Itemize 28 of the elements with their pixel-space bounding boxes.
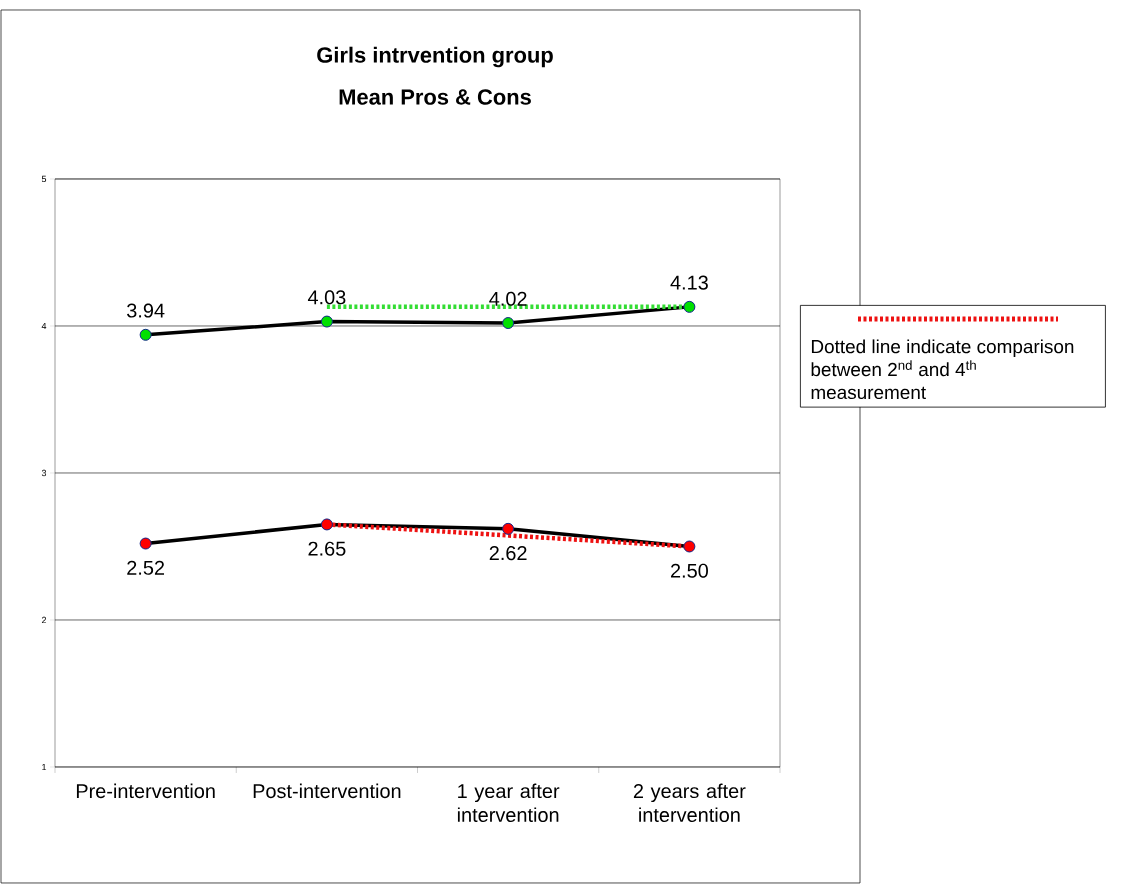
data-label: 2.50	[671, 563, 708, 578]
y-tick-label: 2	[41, 616, 47, 624]
data-label: 2.52	[127, 560, 165, 575]
x-tick-label: 1 year after intervention	[457, 783, 560, 823]
x-tick-label: 2 years after intervention	[633, 783, 746, 823]
chart-title: Girls intrvention group	[317, 46, 553, 68]
x-tick-label: Post-intervention	[253, 783, 401, 799]
point	[683, 540, 696, 553]
y-tick-label: 3	[41, 469, 47, 477]
point	[320, 315, 333, 328]
text: Dotted line indicate comparison between 2$^{nd}$ and 4$^{th}$ measurement	[811, 339, 1074, 400]
point	[320, 518, 333, 531]
y-tick-label: 1	[42, 763, 47, 771]
data-label: 3.94	[127, 303, 165, 318]
data-label: 4.02	[489, 291, 527, 306]
data-label: 2.62	[489, 546, 527, 561]
y-tick-label: 4	[41, 322, 47, 330]
chart-subtitle: Mean Pros & Cons	[339, 89, 531, 105]
point	[139, 328, 152, 341]
data-label: 2.65	[308, 541, 346, 556]
data-label: 4.13	[670, 275, 708, 290]
data-label: 4.03	[307, 290, 346, 305]
point	[502, 522, 515, 535]
y-tick-label: 5	[41, 175, 47, 183]
point	[683, 300, 696, 313]
point	[139, 537, 152, 550]
x-tick-label: Pre-intervention	[76, 783, 215, 799]
point	[502, 317, 515, 330]
